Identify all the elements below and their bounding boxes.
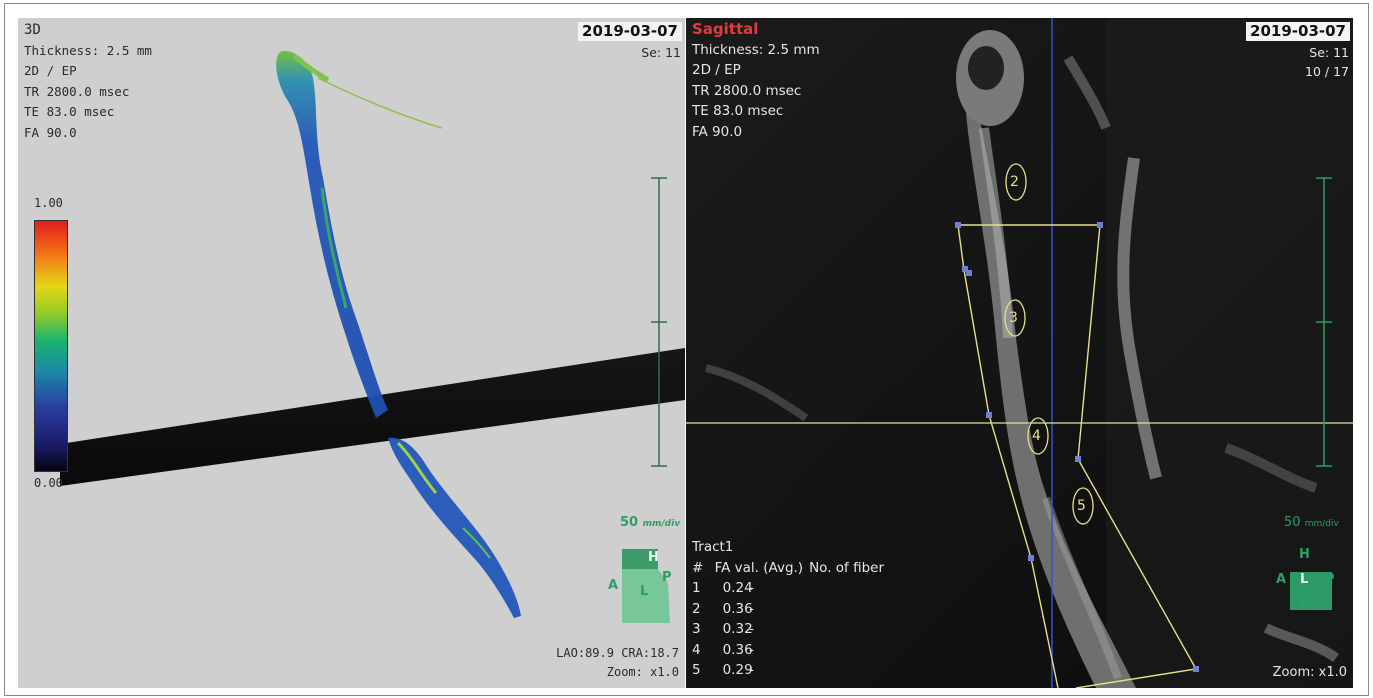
series-label: Se: 11 xyxy=(1309,45,1349,60)
param-mode: 2D / EP xyxy=(692,62,741,78)
roi-marker-3[interactable]: 3 xyxy=(1009,310,1018,326)
angle-readout: LAO:89.9 CRA:18.7 xyxy=(556,646,679,660)
orientation-cube[interactable] xyxy=(598,543,685,623)
colorbar-min-label: 0.00 xyxy=(34,476,63,490)
series-slice-info: Se: 11 10 / 17 xyxy=(1305,43,1349,81)
orient-bottom: F xyxy=(1299,598,1308,613)
row-index: 4 xyxy=(692,641,701,658)
zoom-readout: Zoom: x1.0 xyxy=(1272,665,1347,680)
row-fibers: - xyxy=(749,600,754,617)
col-header-fibers: No. of fiber xyxy=(809,559,885,576)
table-row: 4 0.36 - xyxy=(692,640,898,661)
slice-plane xyxy=(60,348,685,486)
scale-value: 50 xyxy=(620,515,639,530)
orient-left: A xyxy=(1276,572,1287,587)
series-label: Se: 11 xyxy=(641,45,681,60)
table-row: 2 0.36 - xyxy=(692,599,898,620)
params-sagittal: Sagittal Thickness: 2.5 mm 2D / EP TR 28… xyxy=(692,19,820,142)
fa-table: # FA val. (Avg.) No. of fiber 1 0.24 - 2… xyxy=(692,558,898,681)
orient-top: H xyxy=(1299,547,1310,562)
table-row: 5 0.29 - xyxy=(692,660,898,681)
tract-title: Tract1 xyxy=(692,539,734,555)
param-thickness: Thickness: 2.5 mm xyxy=(24,42,152,58)
row-fa: 0.36 xyxy=(722,641,753,658)
orient-right: P xyxy=(662,570,672,585)
orient-top: H xyxy=(648,550,659,565)
param-tr: TR 2800.0 msec xyxy=(24,83,130,99)
scale-unit: mm/div xyxy=(642,519,681,529)
orient-right: P xyxy=(1325,572,1335,587)
roi-marker-2[interactable]: 2 xyxy=(1010,174,1019,190)
col-header-index: # xyxy=(692,559,704,576)
orientation-cube[interactable] xyxy=(1290,572,1332,610)
zoom-readout: Zoom: x1.0 xyxy=(606,665,679,679)
row-index: 1 xyxy=(692,580,701,596)
param-fa: FA 90.0 xyxy=(692,123,743,140)
param-tr: TR 2800.0 msec xyxy=(692,82,802,99)
orient-center: L xyxy=(1300,572,1309,587)
scale-ruler xyxy=(1316,177,1332,467)
param-thickness: Thickness: 2.5 mm xyxy=(692,41,820,58)
param-te: TE 83.0 msec xyxy=(24,104,115,119)
row-index: 3 xyxy=(692,621,701,637)
scale-unit: mm/div xyxy=(1304,519,1339,529)
viewer-sagittal-pane[interactable]: 2 3 4 5 Sagittal Thickness: 2.5 mm 2D / … xyxy=(686,18,1353,688)
tract-table: Tract1 # FA val. (Avg.) No. of fiber 1 0… xyxy=(692,537,898,681)
table-row: 1 0.24 - xyxy=(692,578,898,599)
row-fa: 0.32 xyxy=(722,621,753,637)
row-fa: 0.24 xyxy=(722,580,753,596)
scale-ruler xyxy=(651,177,667,467)
row-fa: 0.36 xyxy=(722,600,753,617)
row-fibers: - xyxy=(749,641,754,658)
study-date: 2019-03-07 xyxy=(578,22,682,41)
colorbar-max-label: 1.00 xyxy=(34,196,63,210)
roi-marker-4[interactable]: 4 xyxy=(1032,428,1041,444)
view-title: Sagittal xyxy=(692,20,759,38)
param-fa: FA 90.0 xyxy=(24,124,77,140)
scale-label: 50 mm/div xyxy=(620,515,680,530)
row-fibers: - xyxy=(749,621,754,637)
colorbar xyxy=(34,220,68,472)
param-te: TE 83.0 msec xyxy=(692,103,784,119)
row-index: 2 xyxy=(692,600,701,617)
table-header-row: # FA val. (Avg.) No. of fiber xyxy=(692,558,898,579)
col-header-fa: FA val. (Avg.) xyxy=(714,559,804,576)
orient-center: L xyxy=(640,584,649,599)
params-3d: 3D Thickness: 2.5 mm 2D / EP TR 2800.0 m… xyxy=(24,20,152,143)
scale-value: 50 xyxy=(1284,515,1301,530)
row-index: 5 xyxy=(692,662,701,678)
roi-marker-5[interactable]: 5 xyxy=(1077,498,1086,514)
row-fa: 0.29 xyxy=(722,662,753,678)
tractography-render xyxy=(60,51,685,618)
slice-counter: 10 / 17 xyxy=(1305,64,1349,79)
viewer-3d-pane[interactable]: 3D Thickness: 2.5 mm 2D / EP TR 2800.0 m… xyxy=(18,18,685,688)
table-row: 3 0.32 - xyxy=(692,619,898,640)
orient-left: A xyxy=(608,578,619,593)
scale-label: 50 mm/div xyxy=(1284,515,1339,530)
row-fibers: - xyxy=(749,662,754,678)
study-date: 2019-03-07 xyxy=(1246,22,1350,41)
view-title: 3D xyxy=(24,22,41,38)
row-fibers: - xyxy=(749,580,754,596)
param-mode: 2D / EP xyxy=(24,63,77,78)
sagittal-image xyxy=(686,18,1353,688)
view-info-3d: LAO:89.9 CRA:18.7 Zoom: x1.0 xyxy=(556,644,679,682)
